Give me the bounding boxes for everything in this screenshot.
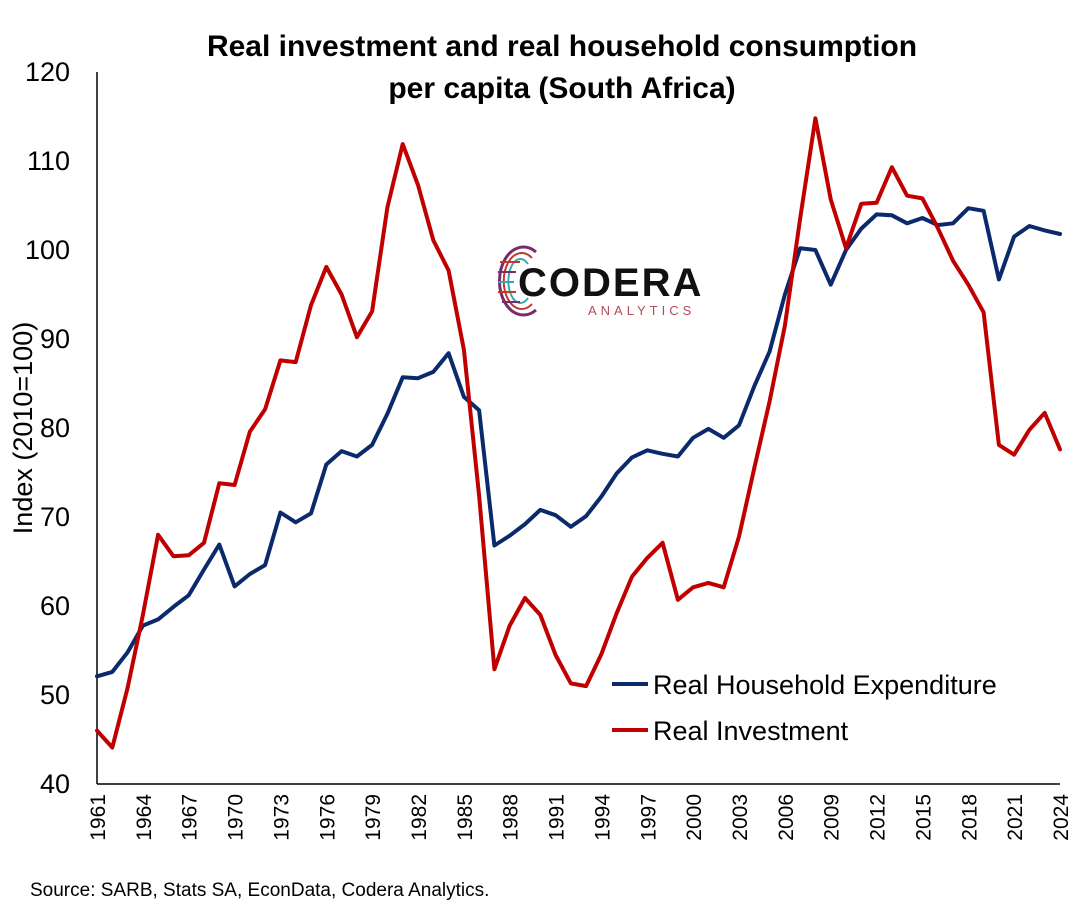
x-tick-label: 1973 bbox=[270, 794, 293, 841]
logo-name: CODERA bbox=[518, 261, 703, 305]
x-tick-label: 1970 bbox=[225, 794, 248, 841]
x-tick-label: 2015 bbox=[912, 794, 935, 841]
x-tick-label: 1994 bbox=[591, 794, 614, 841]
x-tick-label: 1964 bbox=[133, 794, 156, 841]
x-tick-label: 1982 bbox=[408, 794, 431, 841]
y-tick-label: 100 bbox=[25, 235, 70, 265]
y-tick-label: 120 bbox=[25, 57, 70, 87]
x-tick-label: 2009 bbox=[821, 794, 844, 841]
y-axis-label: Index (2010=100) bbox=[8, 322, 38, 534]
x-tick-label: 1985 bbox=[454, 794, 477, 841]
y-tick-labels: 40 50 60 70 80 90 100 110 120 bbox=[25, 57, 70, 799]
x-tick-label: 2006 bbox=[775, 794, 798, 841]
series-lines bbox=[95, 116, 1062, 750]
source-note: Source: SARB, Stats SA, EconData, Codera… bbox=[30, 880, 489, 901]
chart-title-line-1: Real investment and real household consu… bbox=[207, 30, 917, 63]
y-tick-label: 110 bbox=[27, 146, 70, 176]
x-tick-label: 1967 bbox=[179, 794, 202, 841]
x-tick-label: 1961 bbox=[87, 794, 110, 841]
y-tick-label: 60 bbox=[40, 591, 70, 621]
y-tick-label: 70 bbox=[40, 502, 70, 532]
legend: Real Household Expenditure Real Investme… bbox=[612, 670, 997, 746]
x-tick-label: 2000 bbox=[683, 794, 706, 841]
y-tick-label: 90 bbox=[40, 324, 70, 354]
x-tick-label: 2003 bbox=[729, 794, 752, 841]
codera-logo-mark-icon bbox=[497, 245, 537, 317]
x-tick-label: 2024 bbox=[1050, 794, 1073, 841]
x-tick-label: 1991 bbox=[546, 794, 569, 841]
x-tick-label: 2018 bbox=[958, 794, 981, 841]
series-line-investment bbox=[95, 116, 1062, 750]
x-tick-label: 1976 bbox=[316, 794, 339, 841]
chart-title-line-2: per capita (South Africa) bbox=[388, 72, 735, 105]
x-tick-label: 1979 bbox=[362, 794, 385, 841]
x-tick-label: 2012 bbox=[867, 794, 890, 841]
logo-subtitle: ANALYTICS bbox=[588, 303, 695, 318]
codera-logo: CODERA ANALYTICS bbox=[497, 245, 703, 318]
y-tick-label: 50 bbox=[40, 680, 70, 710]
x-tick-label: 1997 bbox=[637, 794, 660, 841]
x-tick-label: 1988 bbox=[500, 794, 523, 841]
legend-label-household: Real Household Expenditure bbox=[653, 670, 997, 700]
legend-label-investment: Real Investment bbox=[653, 716, 849, 746]
x-tick-label: 2021 bbox=[1004, 794, 1027, 841]
y-tick-label: 40 bbox=[40, 769, 70, 799]
series-line-household-expenditure bbox=[95, 206, 1062, 679]
y-tick-label: 80 bbox=[40, 413, 70, 443]
x-tick-labels: 1961 1964 1967 1970 1973 1976 1979 1982 1985 1988… bbox=[87, 794, 1073, 841]
